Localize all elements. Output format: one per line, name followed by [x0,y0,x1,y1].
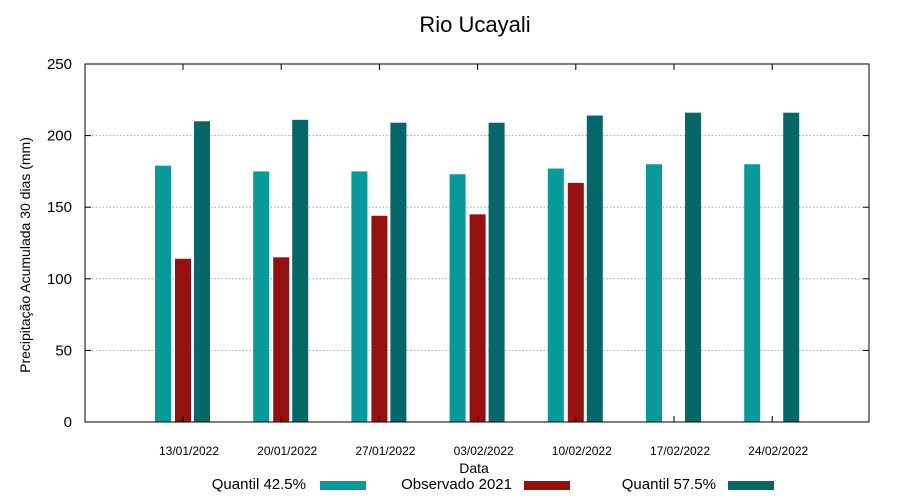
legend: Quantil 42.5% Observado 2021 Quantil 57.5% [212,476,774,493]
x-axis-label: Data [459,460,489,476]
x-tick-label: 17/02/2022 [650,444,710,458]
y-tick-label: 100 [47,271,72,288]
bar [744,164,761,423]
bar [371,215,388,422]
bar [155,165,171,422]
bar [685,112,701,423]
bar [567,182,584,422]
bar [194,121,210,422]
bar [253,171,270,422]
y-axis-label: Precipitação Acumulada 30 dias (mm) [17,137,33,373]
bar [273,257,290,422]
bar [351,171,368,422]
x-tick-label: 20/01/2022 [257,444,317,458]
bar [449,174,466,422]
x-tick-label: 13/01/2022 [159,444,219,458]
chart-title: Rio Ucayali [419,12,530,37]
legend-label: Quantil 57.5% [622,476,716,493]
plot-frame [84,63,870,423]
bar [469,214,486,422]
x-axis-ticks: 13/01/2022 20/01/2022 27/01/2022 03/02/2022… [159,64,809,458]
x-tick-label: 10/02/2022 [552,444,612,458]
bar [783,112,800,423]
y-tick-label: 200 [47,128,72,145]
legend-swatch [524,481,570,490]
legend-label: Observado 2021 [401,476,512,493]
y-tick-label: 250 [47,56,72,73]
bars [155,112,800,423]
y-tick-label: 50 [55,342,72,359]
bar [488,122,505,422]
bar [390,122,407,422]
x-tick-label: 03/02/2022 [454,444,514,458]
y-tick-label: 0 [64,414,72,431]
y-tick-label: 150 [47,199,72,216]
x-tick-label: 27/01/2022 [355,444,415,458]
y-axis-ticks: 0 50 100 150 200 250 [47,56,869,431]
x-tick-label: 24/02/2022 [748,444,808,458]
bar [292,119,309,423]
bar [586,115,603,422]
bar [175,258,191,422]
bar [646,164,662,423]
bar [547,168,564,422]
legend-swatch [320,481,366,490]
legend-swatch [728,481,774,490]
legend-label: Quantil 42.5% [212,476,306,493]
